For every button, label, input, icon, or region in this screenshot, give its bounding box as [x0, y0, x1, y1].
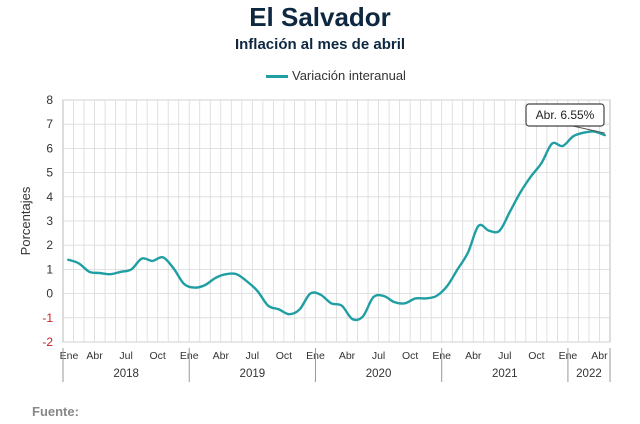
x-tick-label: Jul [372, 350, 385, 362]
year-label: 2021 [492, 368, 518, 380]
legend-label: Variación interanual [292, 68, 406, 83]
y-tick-label: 8 [46, 93, 53, 107]
year-label: 2018 [113, 368, 139, 380]
y-tick-label: -1 [42, 311, 53, 325]
legend-swatch [266, 75, 288, 79]
x-tick-label: Ene [60, 350, 79, 362]
x-tick-label: Abr [339, 350, 356, 362]
y-tick-label: 6 [46, 141, 53, 155]
y-tick-label: 2 [46, 238, 53, 252]
x-tick-label: Abr [591, 350, 608, 362]
y-tick-label: 5 [46, 166, 53, 180]
callout-box [525, 103, 605, 127]
x-tick-label: Oct [528, 350, 544, 362]
y-tick-label: 0 [46, 287, 53, 301]
x-tick-label: Jul [246, 350, 259, 362]
y-tick-label: 3 [46, 214, 53, 228]
source-label: Fuente: [32, 404, 79, 419]
chart-subtitle: Inflación al mes de abril [234, 36, 406, 53]
series-line [67, 130, 606, 322]
y-tick-label: 7 [46, 117, 53, 131]
x-tick-label: Abr [465, 350, 482, 362]
x-tick-label: Jul [498, 350, 511, 362]
x-tick-label: Oct [150, 350, 166, 362]
x-tick-label: Abr [86, 350, 103, 362]
callout-leader [572, 125, 605, 134]
y-axis-label: Porcentajes [18, 186, 33, 255]
year-label: 2019 [240, 368, 266, 380]
year-label: 2022 [576, 368, 602, 380]
x-tick-label: Jul [119, 350, 132, 362]
y-tick-label: 1 [46, 262, 53, 276]
legend: Variación interanual [266, 68, 406, 83]
callout-label: Abr. 6.55% [536, 108, 595, 122]
x-tick-label: Abr [213, 350, 230, 362]
x-tick-label: Oct [276, 350, 292, 362]
x-tick-label: Oct [402, 350, 418, 362]
y-tick-label: 4 [46, 190, 53, 204]
y-tick-label: -2 [42, 335, 53, 349]
year-label: 2020 [366, 368, 392, 380]
chart-title: El Salvador [249, 2, 391, 32]
